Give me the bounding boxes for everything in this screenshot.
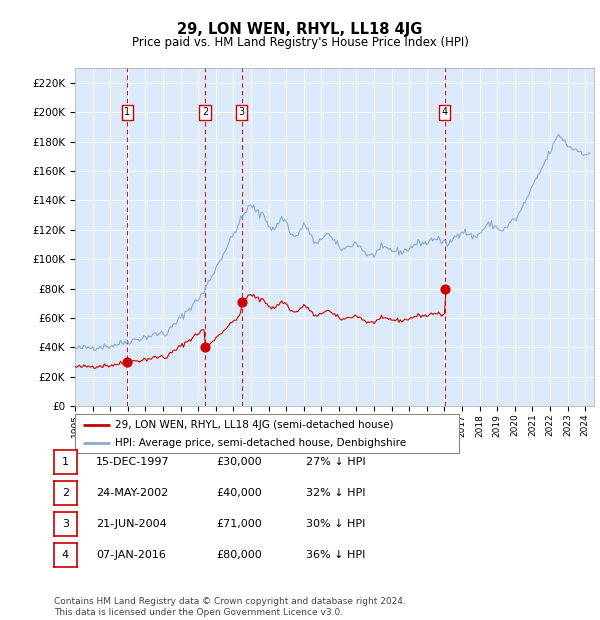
Point <box>237 297 247 307</box>
Point <box>440 283 449 293</box>
Text: 29, LON WEN, RHYL, LL18 4JG (semi-detached house): 29, LON WEN, RHYL, LL18 4JG (semi-detach… <box>115 420 394 430</box>
Text: 27% ↓ HPI: 27% ↓ HPI <box>306 457 365 467</box>
Text: Contains HM Land Registry data © Crown copyright and database right 2024.
This d: Contains HM Land Registry data © Crown c… <box>54 598 406 617</box>
Text: 29, LON WEN, RHYL, LL18 4JG: 29, LON WEN, RHYL, LL18 4JG <box>178 22 422 37</box>
Text: 2: 2 <box>202 107 208 117</box>
Text: Price paid vs. HM Land Registry's House Price Index (HPI): Price paid vs. HM Land Registry's House … <box>131 36 469 49</box>
Text: 36% ↓ HPI: 36% ↓ HPI <box>306 550 365 560</box>
Point <box>122 357 132 367</box>
Text: 30% ↓ HPI: 30% ↓ HPI <box>306 519 365 529</box>
Point <box>200 342 210 352</box>
Text: £71,000: £71,000 <box>216 519 262 529</box>
Text: 15-DEC-1997: 15-DEC-1997 <box>96 457 170 467</box>
Text: 32% ↓ HPI: 32% ↓ HPI <box>306 488 365 498</box>
Text: 4: 4 <box>442 107 448 117</box>
Text: 07-JAN-2016: 07-JAN-2016 <box>96 550 166 560</box>
Text: 3: 3 <box>62 519 69 529</box>
Text: 2: 2 <box>62 488 69 498</box>
Text: HPI: Average price, semi-detached house, Denbighshire: HPI: Average price, semi-detached house,… <box>115 438 406 448</box>
Text: 4: 4 <box>62 550 69 560</box>
Text: 1: 1 <box>124 107 130 117</box>
Text: 21-JUN-2004: 21-JUN-2004 <box>96 519 167 529</box>
Text: £80,000: £80,000 <box>216 550 262 560</box>
Text: 3: 3 <box>239 107 245 117</box>
Text: £30,000: £30,000 <box>216 457 262 467</box>
Text: 24-MAY-2002: 24-MAY-2002 <box>96 488 168 498</box>
Text: 1: 1 <box>62 457 69 467</box>
Text: £40,000: £40,000 <box>216 488 262 498</box>
